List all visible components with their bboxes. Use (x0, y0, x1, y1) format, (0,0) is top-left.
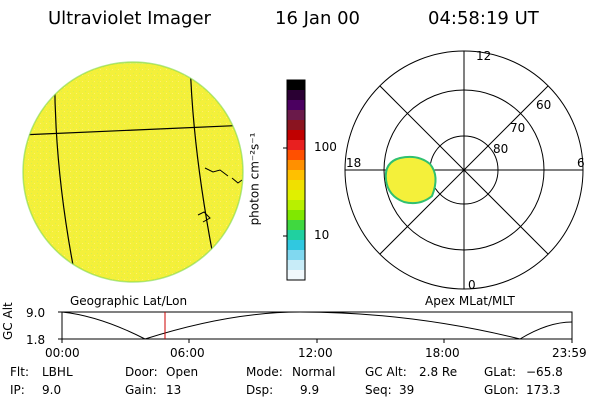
info-key-gain: Gain: (125, 383, 157, 397)
colorbar-band (287, 220, 305, 231)
colorbar-unit-label: photon cm⁻²s⁻¹ (247, 132, 262, 226)
color-scale-frame (286, 79, 306, 281)
info-key-flt: Flt: (10, 365, 29, 379)
info-val-flt: LBHL (42, 365, 73, 379)
info-key-glon: GLon: (484, 383, 519, 397)
polar-label-left: 18 (346, 156, 362, 170)
info-key-seq: Seq: (365, 383, 392, 397)
colorbar-band (287, 110, 305, 121)
info-val-gcalt: 2.8 Re (419, 365, 458, 379)
time-label: 04:58:19 UT (428, 8, 539, 29)
polar-ring-label: 70 (510, 121, 526, 135)
colorbar-band (287, 120, 305, 131)
info-key-ip: IP: (10, 383, 25, 397)
polar-ring-label: 80 (493, 142, 509, 156)
colorbar-band (287, 180, 305, 191)
colorbar-band (287, 270, 305, 281)
colorbar-band (287, 210, 305, 221)
colorbar-band (287, 240, 305, 251)
altitude-xtick: 00:00 (45, 346, 80, 360)
polar-label-bottom: 0 (468, 278, 476, 292)
app-title: Ultraviolet Imager (48, 8, 211, 29)
earth-disk-image (22, 61, 244, 283)
colorbar-band (287, 130, 305, 141)
colorbar-band (287, 100, 305, 111)
altitude-ytick: 9.0 (26, 306, 46, 320)
altitude-ytick: 1.8 (26, 333, 46, 347)
altitude-xtick: 18:00 (425, 346, 460, 360)
polar-label-right: 6 (577, 156, 585, 170)
colorbar-band (287, 250, 305, 261)
altitude-axis-label: GC Alt (1, 302, 15, 340)
info-val-mode: Normal (292, 365, 336, 379)
colorbar-tick-label: 10 (314, 228, 330, 242)
info-val-seq: 39 (399, 383, 415, 397)
info-key-dsp: Dsp: (246, 383, 274, 397)
polar-aurora-blob (384, 155, 437, 205)
info-val-glon: 173.3 (526, 383, 561, 397)
apex-caption: Apex MLat/MLT (425, 294, 515, 308)
geographic-caption: Geographic Lat/Lon (70, 294, 188, 308)
colorbar-band (287, 200, 305, 211)
altitude-xtick: 12:00 (298, 346, 333, 360)
info-val-dsp: 9.9 (300, 383, 320, 397)
info-val-gain: 13 (166, 383, 182, 397)
info-key-door: Door: (125, 365, 158, 379)
colorbar-band (287, 260, 305, 271)
date-label: 16 Jan 00 (275, 8, 360, 29)
colorbar-band (287, 150, 305, 161)
info-val-glat: −65.8 (526, 365, 563, 379)
altitude-xtick: 06:00 (170, 346, 205, 360)
info-val-door: Open (166, 365, 199, 379)
info-val-ip: 9.0 (42, 383, 62, 397)
info-key-mode: Mode: (246, 365, 283, 379)
polar-label-top: 12 (476, 49, 492, 63)
colorbar-band (287, 230, 305, 241)
colorbar-band (287, 80, 305, 91)
colorbar-tick-label: 100 (314, 140, 337, 154)
info-key-gcalt: GC Alt: (365, 365, 407, 379)
colorbar-band (287, 140, 305, 151)
polar-plot (344, 50, 584, 290)
polar-ring-label: 60 (536, 98, 552, 112)
colorbar-band (287, 160, 305, 171)
color-scale-bar (287, 80, 305, 281)
colorbar-band (287, 90, 305, 101)
altitude-plot (58, 311, 573, 343)
info-key-glat: GLat: (484, 365, 517, 379)
colorbar-band (287, 170, 305, 181)
altitude-xtick: 23:59 (552, 346, 587, 360)
colorbar-band (287, 190, 305, 201)
